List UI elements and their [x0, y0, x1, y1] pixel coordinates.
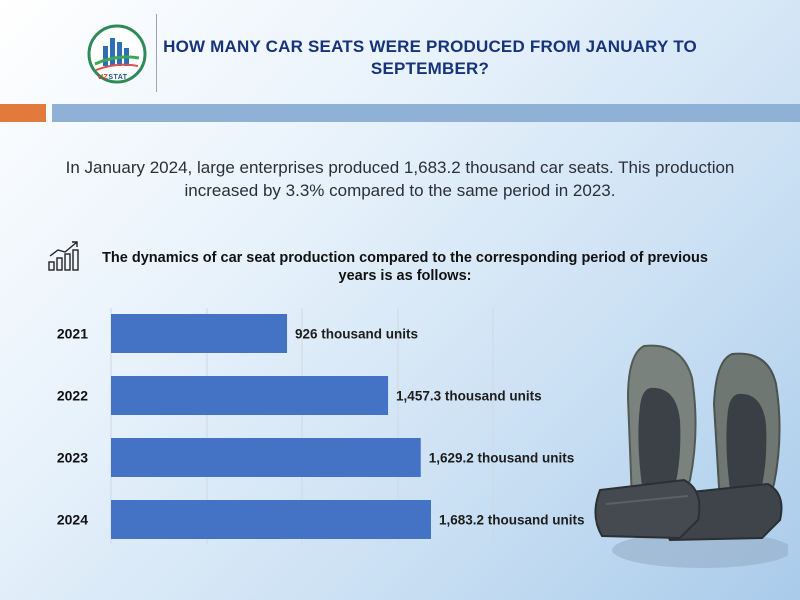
- value-label: 1,629.2 thousand units: [429, 451, 575, 466]
- category-label: 2024: [57, 512, 88, 528]
- category-label: 2021: [57, 326, 88, 342]
- chart-heading: The dynamics of car seat production comp…: [102, 250, 708, 284]
- intro-text: In January 2024, large enterprises produ…: [65, 158, 735, 200]
- page-title: HOW MANY CAR SEATS WERE PRODUCED FROM JA…: [163, 37, 697, 78]
- logo-wordmark: UZSTAT: [98, 74, 128, 81]
- header-divider: [156, 14, 157, 92]
- value-label: 926 thousand units: [295, 327, 418, 342]
- value-label: 1,457.3 thousand units: [396, 389, 542, 404]
- bar: [111, 314, 288, 353]
- uzstat-logo: [87, 24, 147, 84]
- category-label: 2022: [57, 388, 88, 404]
- category-label: 2023: [57, 450, 88, 466]
- value-label: 1,683.2 thousand units: [439, 513, 585, 528]
- accent-band-blue: [52, 104, 800, 122]
- accent-band-orange: [0, 104, 46, 122]
- production-bar-chart: 2021 926 thousand units 2022 1,457.3 thousa…: [57, 308, 585, 544]
- bar: [111, 376, 389, 415]
- bar: [111, 438, 421, 477]
- bar: [111, 500, 431, 539]
- car-seats-illustration: [594, 344, 788, 568]
- growth-chart-icon: [48, 241, 79, 271]
